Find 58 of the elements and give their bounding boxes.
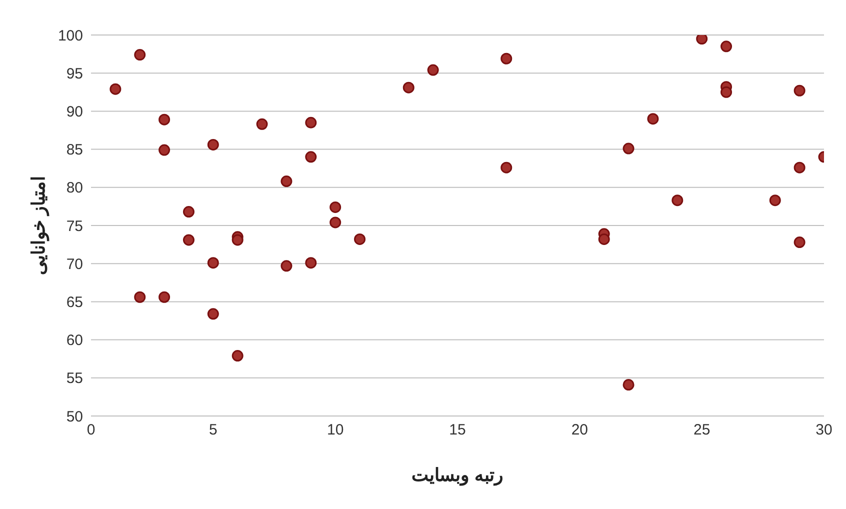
point	[598, 233, 610, 245]
point	[720, 40, 732, 52]
point	[794, 162, 806, 174]
point	[647, 113, 659, 125]
y-tick-label: 95	[66, 65, 83, 82]
point	[330, 216, 342, 228]
y-tick-label: 90	[66, 104, 83, 121]
x-tick-label: 15	[449, 422, 466, 439]
point	[158, 114, 170, 126]
point	[720, 86, 732, 98]
point	[769, 194, 781, 206]
x-tick-label: 30	[816, 422, 832, 439]
point	[232, 350, 244, 362]
y-tick-label: 55	[66, 370, 83, 388]
point	[500, 52, 512, 64]
y-tick-label: 85	[66, 142, 83, 159]
point	[256, 118, 268, 130]
point	[330, 201, 342, 213]
point	[280, 176, 292, 188]
x-tick-label: 5	[208, 422, 218, 439]
y-tick-label: 80	[66, 180, 83, 197]
point	[402, 82, 414, 94]
point	[232, 234, 244, 246]
point	[134, 49, 146, 61]
point	[672, 194, 684, 206]
point	[182, 206, 194, 218]
point	[110, 83, 122, 95]
point	[207, 308, 219, 320]
point	[696, 35, 708, 45]
x-tick-label: 0	[86, 422, 96, 439]
y-tick-label: 75	[66, 218, 83, 235]
x-axis-title: رتبه وبسایت	[411, 465, 504, 486]
point	[280, 260, 292, 272]
x-tick-label: 25	[693, 422, 710, 439]
point	[207, 138, 219, 150]
y-tick-label: 65	[66, 294, 83, 312]
y-tick-label: 70	[66, 256, 83, 273]
point	[182, 234, 194, 246]
point	[354, 233, 366, 245]
y-tick-label: 50	[66, 408, 83, 426]
point	[305, 116, 317, 128]
y-tick-label: 100	[58, 27, 83, 44]
x-tick-label: 10	[326, 422, 344, 439]
point	[622, 142, 634, 154]
point	[305, 151, 317, 163]
point	[794, 236, 806, 248]
point	[500, 162, 512, 174]
point	[305, 257, 317, 269]
point	[427, 64, 439, 76]
point	[158, 144, 170, 156]
x-tick-label: 20	[571, 422, 588, 439]
point	[622, 379, 634, 391]
point	[794, 84, 806, 96]
point	[134, 291, 146, 303]
point	[158, 291, 170, 303]
point	[207, 257, 219, 269]
y-axis-title: امتیاز خوانایی	[28, 176, 50, 276]
y-tick-label: 60	[66, 332, 83, 350]
